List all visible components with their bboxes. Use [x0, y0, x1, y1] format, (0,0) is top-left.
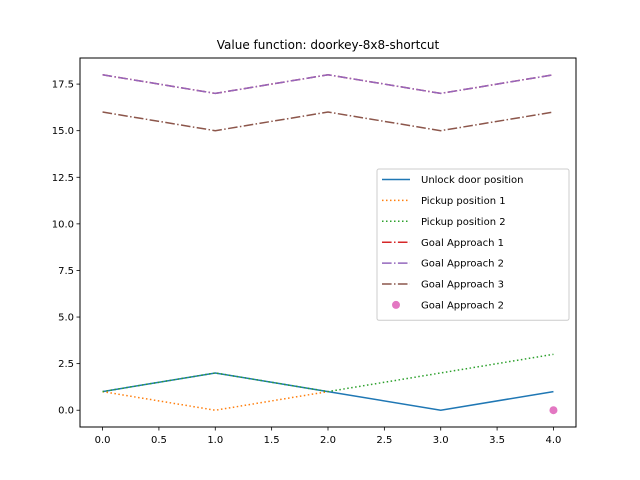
legend-label: Pickup position 1: [421, 196, 506, 207]
y-tick-label: 5.0: [58, 313, 74, 324]
x-tick-label: 2.0: [320, 435, 336, 446]
legend-label: Goal Approach 1: [421, 238, 504, 249]
legend-label: Goal Approach 3: [421, 280, 504, 291]
series-layer: [102, 74, 558, 415]
x-tick-label: 3.0: [433, 435, 449, 446]
series-point: [549, 406, 558, 415]
x-tick-label: 0.0: [95, 435, 111, 446]
legend-label: Goal Approach 2: [421, 259, 504, 270]
y-tick-label: 12.5: [52, 173, 74, 184]
legend-label: Pickup position 2: [421, 217, 506, 228]
x-axis: 0.0 0.5 1.0 1.5 2.0 2.5 3.0 3.5 4.0: [95, 427, 562, 446]
legend-label: Unlock door position: [421, 175, 524, 186]
y-tick-label: 17.5: [52, 80, 74, 91]
legend-box: [376, 168, 570, 321]
series-line: [102, 74, 554, 95]
x-tick-label: 0.5: [151, 435, 167, 446]
x-tick-label: 2.5: [376, 435, 392, 446]
series-line: [102, 111, 554, 132]
chart-title: Value function: doorkey-8x8-shortcut: [217, 38, 440, 52]
y-tick-label: 15.0: [52, 126, 74, 137]
legend: Unlock door position Pickup position 1 Pic…: [376, 168, 570, 321]
x-tick-label: 4.0: [546, 435, 562, 446]
series-line: [102, 353, 554, 393]
legend-marker: [392, 300, 400, 309]
y-tick-label: 7.5: [58, 266, 74, 277]
y-tick-label: 2.5: [58, 359, 74, 370]
x-tick-label: 3.5: [489, 435, 505, 446]
legend-label: Goal Approach 2: [421, 301, 504, 312]
y-tick-label: 10.0: [52, 219, 74, 230]
x-tick-label: 1.5: [264, 435, 280, 446]
x-tick-label: 1.0: [207, 435, 223, 446]
y-tick-label: 0.0: [58, 406, 74, 417]
y-axis: 0.0 2.5 5.0 7.5 10.0 12.5 15.0 17.5: [52, 80, 80, 417]
